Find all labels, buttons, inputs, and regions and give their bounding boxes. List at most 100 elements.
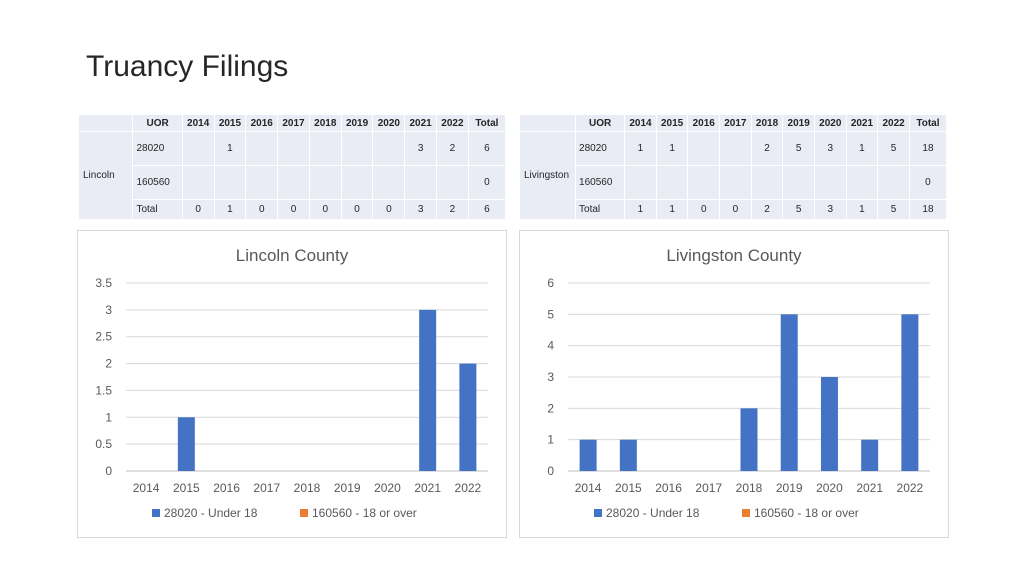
y-tick-label: 3 <box>105 303 112 317</box>
bar <box>459 363 477 471</box>
table-cell: 0 <box>277 199 310 220</box>
y-tick-label: 1 <box>547 433 554 447</box>
uor-cell: 160560 <box>132 165 183 200</box>
table-cell <box>877 165 910 200</box>
x-tick-label: 2021 <box>856 481 883 495</box>
county-label: Livingston <box>518 131 577 220</box>
uor-cell: 28020 <box>575 131 626 166</box>
uor-cell: 28020 <box>132 131 183 166</box>
table-cell: 1 <box>624 199 657 220</box>
uor-cell: Total <box>132 199 183 220</box>
y-tick-label: 0 <box>547 464 554 478</box>
bar <box>579 439 597 471</box>
table-row: Lincoln 28020 1 3 2 6 <box>77 131 507 220</box>
lincoln-chart: Lincoln County 0 0.5 1 1.5 2 2.5 3 3.5 2014 2015 20… <box>77 230 507 538</box>
table-cell: 5 <box>877 199 910 220</box>
bar <box>820 377 838 471</box>
table-cell <box>277 165 310 200</box>
table-header-cell: 2017 <box>719 114 752 132</box>
table-cell: 18 <box>908 199 948 220</box>
table-header-cell: 2016 <box>687 114 721 132</box>
table-header-cell: 2022 <box>877 114 910 132</box>
table-cell: 0 <box>181 199 215 220</box>
x-tick-label: 2019 <box>334 481 361 495</box>
table-cell <box>655 165 689 200</box>
y-tick-label: 0 <box>105 464 112 478</box>
table-cell: 0 <box>340 199 374 220</box>
table-cell: 3 <box>404 131 438 166</box>
bar <box>177 417 195 471</box>
livingston-chart-svg: Livingston County 0 1 2 3 4 5 6 2014 2015 2016 2017… <box>547 246 930 520</box>
x-tick-label: 2018 <box>294 481 321 495</box>
bar <box>861 439 879 471</box>
legend-label: 28020 - Under 18 <box>164 506 258 520</box>
table-cell: 2 <box>750 131 784 166</box>
table-cell: 5 <box>877 131 910 166</box>
x-tick-label: 2022 <box>455 481 482 495</box>
livingston-chart: Livingston County 0 1 2 3 4 5 6 2014 2015 2016 2017… <box>519 230 949 538</box>
legend-swatch <box>152 509 160 517</box>
table-cell: 1 <box>655 199 689 220</box>
table-cell <box>340 131 374 166</box>
x-tick-label: 2018 <box>736 481 763 495</box>
y-tick-label: 4 <box>547 339 554 353</box>
x-tick-label: 2022 <box>897 481 924 495</box>
x-tick-label: 2016 <box>213 481 240 495</box>
table-cell <box>687 131 721 166</box>
bar <box>901 314 919 471</box>
x-tick-label: 2014 <box>133 481 160 495</box>
table-cell <box>687 165 721 200</box>
table-cell <box>181 131 215 166</box>
x-tick-label: 2019 <box>776 481 803 495</box>
table-header-cell: 2014 <box>624 114 657 132</box>
table-header-cell: 2016 <box>245 114 279 132</box>
table-cell <box>245 165 279 200</box>
legend-label: 28020 - Under 18 <box>606 506 700 520</box>
table-header-cell: Total <box>467 114 507 132</box>
table-cell <box>372 165 406 200</box>
legend-label: 160560 - 18 or over <box>754 506 859 520</box>
table-cell: 2 <box>750 199 784 220</box>
x-tick-label: 2020 <box>374 481 401 495</box>
table-cell: 3 <box>404 199 438 220</box>
table-cell: 6 <box>467 199 507 220</box>
table-cell: 3 <box>813 199 847 220</box>
table-header-cell: UOR <box>575 114 626 132</box>
table-cell: 18 <box>908 131 948 166</box>
chart-title: Lincoln County <box>236 246 349 265</box>
table-header-cell: 2020 <box>813 114 847 132</box>
table-header-cell: 2018 <box>308 114 342 132</box>
legend-swatch <box>594 509 602 517</box>
x-tick-label: 2016 <box>655 481 682 495</box>
y-tick-label: 1.5 <box>95 383 112 397</box>
table-cell: 1 <box>213 131 247 166</box>
table-cell <box>340 165 374 200</box>
table-header-cell: Total <box>908 114 948 132</box>
x-tick-label: 2021 <box>414 481 441 495</box>
table-header-cell: 2017 <box>277 114 310 132</box>
table-cell <box>277 131 310 166</box>
table-cell <box>719 165 752 200</box>
y-tick-label: 3.5 <box>95 276 112 290</box>
table-cell: 0 <box>719 199 752 220</box>
bar <box>740 408 758 471</box>
table-cell: 0 <box>245 199 279 220</box>
table-header-cell: 2022 <box>436 114 469 132</box>
chart-title: Livingston County <box>666 246 802 265</box>
table-corner <box>518 114 577 132</box>
legend-swatch <box>742 509 750 517</box>
y-tick-label: 2 <box>105 357 112 371</box>
table-cell <box>245 131 279 166</box>
y-tick-label: 5 <box>547 307 554 321</box>
x-tick-label: 2017 <box>695 481 722 495</box>
table-header-cell: 2014 <box>181 114 215 132</box>
table-row: Livingston 28020 1 1 2 5 3 1 5 18 <box>518 131 948 220</box>
table-header-cell: 2021 <box>404 114 438 132</box>
county-label: Lincoln <box>77 131 134 220</box>
page-title: Truancy Filings <box>86 50 289 83</box>
x-tick-label: 2015 <box>173 481 200 495</box>
table-corner <box>77 114 134 132</box>
x-tick-label: 2014 <box>575 481 602 495</box>
bar <box>619 439 637 471</box>
table-cell <box>308 131 342 166</box>
